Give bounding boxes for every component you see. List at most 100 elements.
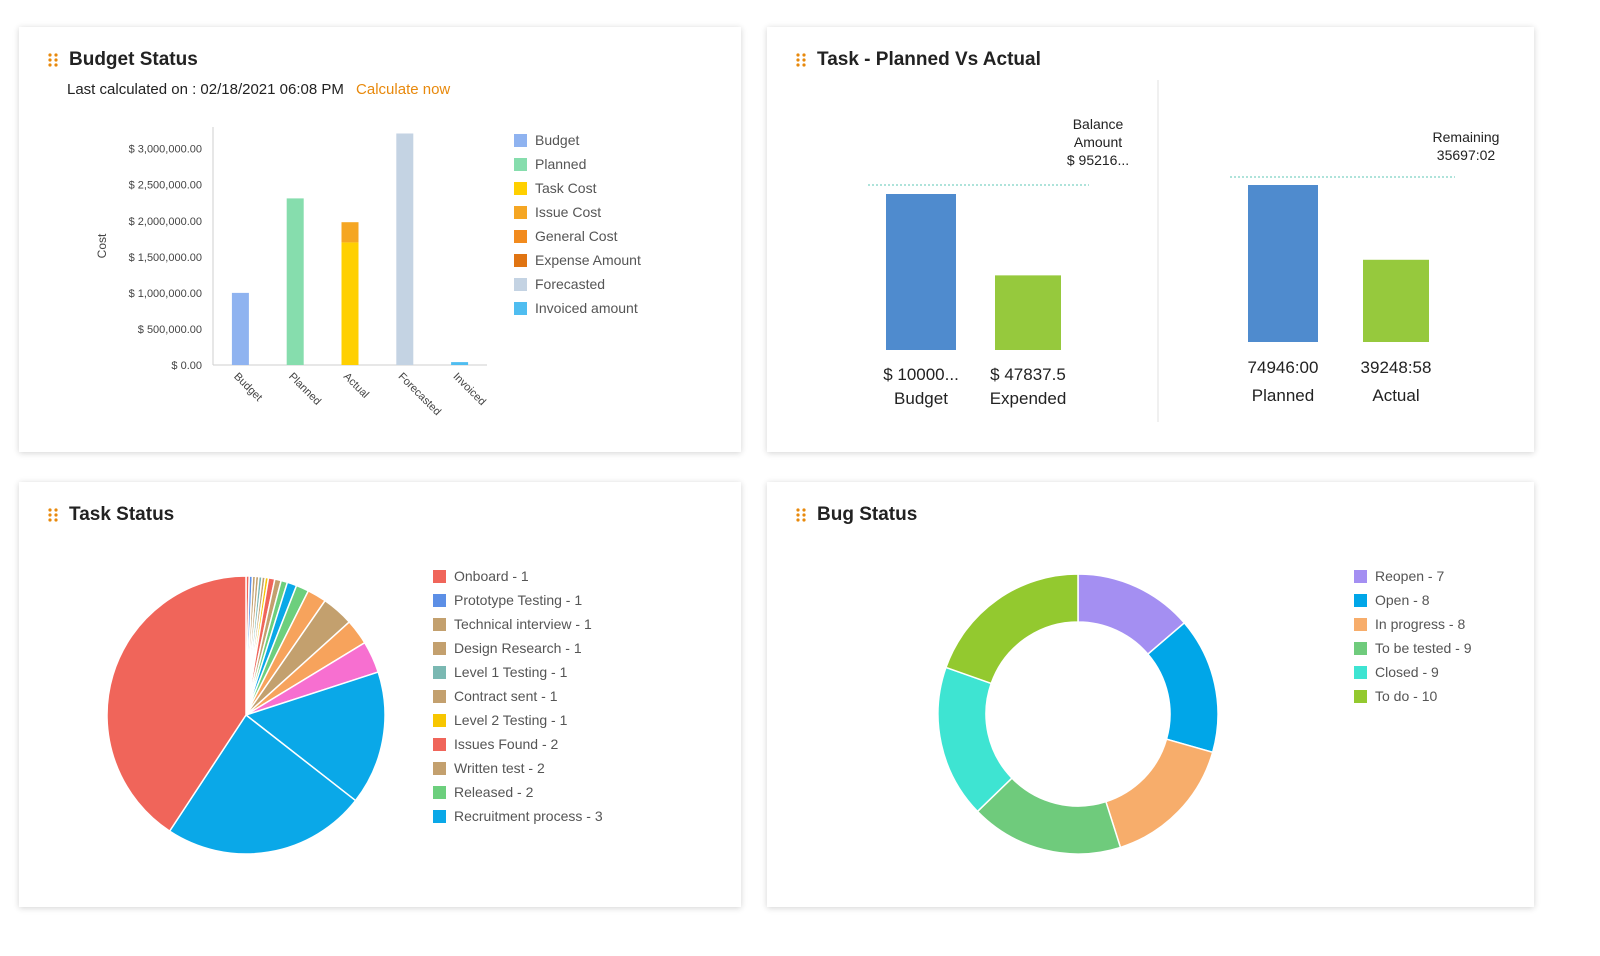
task-planned-vs-actual-header: Task - Planned Vs Actual [795,49,1041,71]
y-tick-label: $ 1,000,000.00 [129,288,202,300]
drag-dot [796,508,800,512]
legend-label: General Cost [535,228,618,244]
bar-budget [886,194,956,350]
task-status-legend: Onboard - 1 Prototype Testing - 1 Technica… [433,564,603,828]
legend-item[interactable]: Level 2 Testing - 1 [433,708,603,732]
legend-label: In progress - 8 [1375,616,1466,632]
reference-annotation: Amount [1074,134,1122,150]
last-calculated-line: Last calculated on : 02/18/2021 06:08 PM… [67,81,450,98]
legend-label: Task Cost [535,180,597,196]
drag-dot [54,513,58,517]
legend-label: Prototype Testing - 1 [454,592,583,608]
legend-item[interactable]: To do - 10 [1354,684,1472,708]
legend-item[interactable]: Reopen - 7 [1354,564,1472,588]
legend-item[interactable]: Expense Amount [514,248,641,272]
legend-swatch [433,785,446,799]
legend-item[interactable]: Contract sent - 1 [433,684,603,708]
drag-dot [54,53,58,57]
legend-label: Recruitment process - 3 [454,808,603,824]
legend-label: Onboard - 1 [454,568,529,584]
legend-item[interactable]: Issues Found - 2 [433,732,603,756]
y-tick-label: $ 500,000.00 [138,324,202,336]
bar-issue-cost [341,222,359,243]
legend-swatch [514,157,527,171]
reference-annotation: $ 95216... [1067,152,1129,168]
legend-item[interactable]: Level 1 Testing - 1 [433,660,603,684]
drag-dot [802,513,806,517]
drag-dot [796,513,800,517]
legend-swatch [433,689,446,703]
drag-dot [54,508,58,512]
legend-item[interactable]: Issue Cost [514,200,641,224]
reference-annotation: Remaining [1433,129,1500,145]
legend-swatch [433,809,446,823]
bar-category-label: Budget [894,389,948,408]
bar-value-label: $ 47837.5 [990,365,1066,384]
legend-swatch [1354,689,1367,703]
drag-handle-icon[interactable] [47,52,59,68]
legend-item[interactable]: General Cost [514,224,641,248]
y-axis-label: Cost [95,233,109,258]
drag-handle-icon[interactable] [47,507,59,523]
drag-handle-icon[interactable] [795,52,807,68]
pie-slice [945,573,1079,685]
task-planned-vs-actual-card: Task - Planned Vs Actual Balance Amount $ … [767,27,1534,452]
budget-status-header: Budget Status [47,49,198,71]
drag-dot [48,63,52,67]
y-tick-label: $ 1,500,000.00 [129,252,202,264]
calculate-now-link[interactable]: Calculate now [356,81,451,98]
legend-label: Forecasted [535,276,606,292]
drag-dot [54,63,58,67]
legend-item[interactable]: Written test - 2 [433,756,603,780]
legend-item[interactable]: Onboard - 1 [433,564,603,588]
task-status-card: Task Status Onboard - 1 Prototype Testing… [19,482,741,907]
legend-label: Written test - 2 [454,760,545,776]
bar-expended [995,275,1061,350]
task-status-pie-chart [106,575,386,855]
legend-item[interactable]: To be tested - 9 [1354,636,1472,660]
legend-item[interactable]: Prototype Testing - 1 [433,588,603,612]
legend-item[interactable]: Planned [514,152,641,176]
drag-dot [796,518,800,522]
legend-item[interactable]: Forecasted [514,272,641,296]
last-calculated-text: Last calculated on : 02/18/2021 06:08 PM [67,81,344,98]
planned-vs-actual-charts: Balance Amount $ 95216... $ 10000... Budget $… [868,80,1500,422]
legend-swatch [433,761,446,775]
x-tick-label: Invoiced [450,371,487,408]
legend-swatch [514,205,527,219]
bar-forecasted [396,133,414,365]
legend-label: Design Research - 1 [454,640,582,656]
legend-item[interactable]: Technical interview - 1 [433,612,603,636]
legend-swatch [433,569,446,583]
legend-swatch [433,641,446,655]
legend-item[interactable]: Recruitment process - 3 [433,804,603,828]
bar-task-cost [341,242,359,365]
legend-swatch [1354,593,1367,607]
legend-label: Issues Found - 2 [454,736,559,752]
legend-label: To be tested - 9 [1375,640,1472,656]
y-tick-label: $ 3,000,000.00 [129,144,202,156]
y-tick-label: $ 0.00 [171,360,202,372]
legend-swatch [514,133,527,147]
legend-item[interactable]: Design Research - 1 [433,636,603,660]
legend-item[interactable]: Closed - 9 [1354,660,1472,684]
legend-label: Planned [535,156,587,172]
legend-swatch [514,277,527,291]
legend-swatch [514,253,527,267]
legend-label: Level 1 Testing - 1 [454,664,568,680]
legend-swatch [1354,617,1367,631]
legend-item[interactable]: Released - 2 [433,780,603,804]
legend-item[interactable]: Open - 8 [1354,588,1472,612]
bar-value-label: 74946:00 [1248,358,1319,377]
drag-handle-icon[interactable] [795,507,807,523]
bar-category-label: Expended [990,389,1067,408]
legend-swatch [1354,665,1367,679]
bar-category-label: Planned [1252,386,1314,405]
legend-item[interactable]: Task Cost [514,176,641,200]
legend-item[interactable]: In progress - 8 [1354,612,1472,636]
legend-label: To do - 10 [1375,688,1438,704]
bug-status-legend: Reopen - 7 Open - 8 In progress - 8 To be t… [1354,564,1472,708]
legend-item[interactable]: Budget [514,128,641,152]
legend-label: Expense Amount [535,252,641,268]
legend-item[interactable]: Invoiced amount [514,296,641,320]
